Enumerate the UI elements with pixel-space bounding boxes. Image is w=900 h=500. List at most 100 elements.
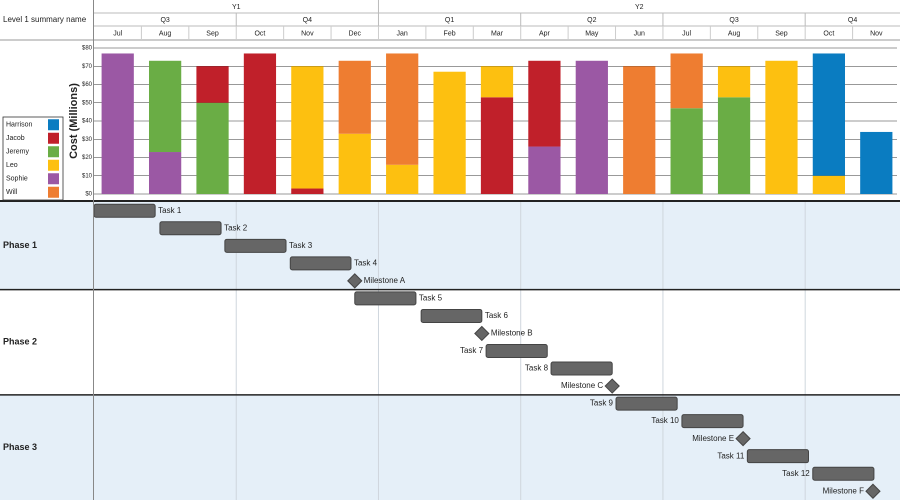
- milestone: [347, 273, 363, 289]
- milestone: [865, 483, 881, 499]
- phase-label: Phase 3: [3, 442, 37, 452]
- task-label: Task 3: [289, 241, 313, 250]
- y-tick-label: $80: [82, 46, 93, 52]
- legend-swatch: [48, 132, 59, 144]
- month-label: Feb: [444, 30, 456, 37]
- year-label: Y2: [635, 4, 644, 11]
- milestone: [735, 430, 751, 447]
- task-bar: [354, 291, 417, 306]
- legend-swatch: [48, 173, 59, 185]
- quarter-label: Q2: [587, 17, 596, 24]
- legend-box: [2, 116, 64, 201]
- bar-segment: [717, 66, 751, 98]
- task-label: Task 1: [158, 206, 182, 215]
- year-label: Y1: [232, 4, 241, 11]
- task-bar: [224, 238, 287, 253]
- month-label: May: [585, 30, 599, 37]
- bar-segment: [812, 175, 846, 194]
- legend-label: Sophie: [6, 176, 28, 183]
- month-label: Jan: [397, 30, 408, 37]
- month-label: Jul: [113, 30, 122, 37]
- bar-segment: [196, 66, 229, 103]
- quarter-label: Q3: [729, 17, 738, 24]
- task-bar: [159, 221, 222, 236]
- task-label: Task 6: [485, 311, 509, 320]
- bar-segment: [386, 53, 419, 165]
- task-bar: [93, 203, 156, 218]
- bar-segment: [338, 133, 371, 194]
- bar-segment: [575, 60, 608, 195]
- bar-segment: [623, 66, 656, 194]
- quarter-label: Q3: [160, 17, 169, 24]
- task-label: Task 2: [224, 223, 248, 232]
- month-label: Oct: [254, 30, 265, 37]
- legend-swatch: [48, 159, 59, 171]
- legend-label: Jeremy: [6, 149, 29, 156]
- phase-band: [0, 289, 900, 395]
- milestone-label: Milestone F: [823, 486, 864, 495]
- y-tick-label: $60: [82, 82, 93, 88]
- month-label: Oct: [823, 30, 834, 37]
- quarter-label: Q4: [303, 17, 312, 24]
- legend-swatch: [48, 146, 59, 158]
- bar-segment: [670, 53, 703, 109]
- y-tick-label: $30: [82, 137, 93, 143]
- phase-label: Phase 2: [3, 337, 37, 347]
- phase-band: [0, 394, 900, 500]
- legend-label: Harrison: [6, 122, 33, 129]
- y-axis-title: Cost (Millions): [68, 83, 80, 159]
- task-label: Task 4: [354, 258, 378, 267]
- milestone: [474, 325, 490, 342]
- task-label: Task 10: [651, 416, 679, 425]
- phase-label: Phase 1: [3, 240, 37, 250]
- bar-segment: [812, 53, 846, 176]
- y-tick-label: $70: [82, 64, 93, 70]
- bar-segment: [528, 60, 561, 147]
- month-label: Jun: [634, 30, 645, 37]
- bar-segment: [291, 66, 324, 189]
- task-label: Task 8: [525, 364, 549, 373]
- bar-segment: [480, 66, 514, 98]
- task-label: Task 5: [419, 294, 443, 303]
- y-tick-label: $40: [82, 119, 93, 125]
- quarter-label: Q4: [848, 17, 857, 24]
- task-label: Task 7: [460, 346, 484, 355]
- task-label: Task 12: [782, 469, 810, 478]
- legend-label: Will: [6, 189, 18, 196]
- task-label: Task 11: [717, 451, 745, 460]
- bar-segment: [148, 60, 182, 153]
- quarter-label: Q1: [445, 17, 454, 24]
- task-bar: [289, 256, 352, 271]
- month-label: Nov: [301, 30, 314, 37]
- milestone-label: Milestone B: [491, 329, 533, 338]
- task-bar: [681, 414, 744, 429]
- task-bar: [746, 449, 809, 464]
- y-tick-label: $10: [82, 173, 93, 179]
- month-label: Dec: [349, 30, 362, 37]
- bar-segment: [148, 152, 182, 194]
- bar-segment: [765, 60, 798, 195]
- legend-label: Jacob: [6, 135, 25, 142]
- bar-segment: [670, 108, 703, 194]
- header-title: Level 1 summary name: [3, 15, 87, 24]
- month-label: Sep: [775, 30, 788, 37]
- bar-segment: [717, 97, 751, 194]
- bar-segment: [860, 131, 893, 194]
- bar-segment: [196, 102, 229, 194]
- month-label: Nov: [870, 30, 883, 37]
- bar-segment: [433, 71, 466, 194]
- milestone-label: Milestone A: [364, 276, 406, 285]
- month-label: Sep: [206, 30, 219, 37]
- bar-segment: [528, 146, 561, 194]
- task-bar: [485, 344, 548, 358]
- milestone: [604, 378, 620, 394]
- legend-label: Leo: [6, 162, 18, 169]
- y-tick-label: $20: [82, 155, 93, 161]
- task-bar: [615, 396, 678, 411]
- milestone-label: Milestone E: [692, 434, 734, 443]
- task-label: Task 9: [590, 399, 614, 408]
- bar-segment: [291, 188, 324, 194]
- y-tick-label: $0: [85, 192, 92, 198]
